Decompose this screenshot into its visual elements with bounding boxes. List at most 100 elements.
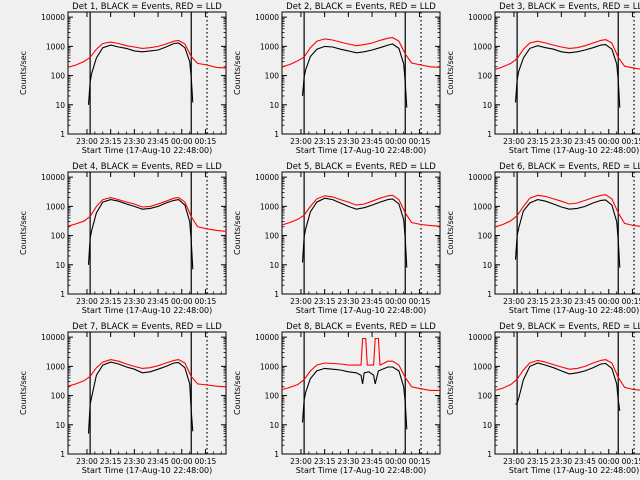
plot-frame	[67, 11, 227, 135]
y-tick-label: 10	[269, 101, 279, 110]
y-axis-label: Counts/sec	[233, 51, 242, 95]
y-tick-label: 1000	[46, 202, 65, 211]
x-axis-label: Start Time (17-Aug-10 22:48:00)	[509, 466, 640, 475]
x-tick-label: 23:30	[338, 137, 360, 146]
events-series-line	[301, 43, 408, 108]
y-tick-label: 10000	[41, 333, 65, 342]
detector-panel: Det 5, BLACK = Events, RED = LLD 1 10 100 10…	[233, 162, 441, 315]
plot-frame	[494, 331, 640, 455]
x-tick-label: 23:45	[361, 457, 383, 466]
y-tick-label: 1	[487, 290, 492, 299]
x-tick-label: 23:30	[124, 137, 146, 146]
y-axis-label: Counts/sec	[446, 211, 455, 255]
x-axis-label: Start Time (17-Aug-10 22:48:00)	[82, 146, 213, 155]
lld-series-line	[67, 359, 227, 388]
x-tick-label: 00:00	[171, 297, 193, 306]
chart-title: Det 9, BLACK = Events, RED = LLD	[499, 322, 640, 332]
y-tick-label: 10	[55, 101, 65, 110]
detector-panel: Det 2, BLACK = Events, RED = LLD 1 10 100 10…	[233, 2, 441, 155]
lld-series-line	[494, 359, 640, 391]
y-tick-label: 1000	[260, 202, 279, 211]
x-tick-label: 00:00	[171, 457, 193, 466]
y-tick-label: 1	[487, 130, 492, 139]
y-tick-label: 1	[487, 450, 492, 459]
x-tick-label: 00:15	[195, 297, 217, 306]
y-tick-label: 10000	[255, 333, 279, 342]
y-tick-label: 10	[269, 421, 279, 430]
x-tick-label: 23:15	[100, 457, 122, 466]
x-tick-label: 23:00	[76, 457, 98, 466]
x-tick-label: 23:15	[314, 457, 336, 466]
chart-title: Det 2, BLACK = Events, RED = LLD	[286, 2, 436, 12]
plot-frame	[281, 11, 441, 135]
chart-title: Det 4, BLACK = Events, RED = LLD	[72, 162, 222, 172]
lld-series-line	[281, 194, 441, 227]
x-tick-label: 23:00	[76, 137, 98, 146]
x-axis-label: Start Time (17-Aug-10 22:48:00)	[82, 306, 213, 315]
y-tick-label: 1000	[473, 362, 492, 371]
x-tick-label: 23:15	[314, 297, 336, 306]
detector-panel: Det 1, BLACK = Events, RED = LLD 1 10 100 10…	[19, 2, 227, 155]
x-axis-label: Start Time (17-Aug-10 22:48:00)	[509, 306, 640, 315]
y-axis-label: Counts/sec	[19, 211, 28, 255]
events-series-line	[515, 362, 621, 411]
plot-frame	[494, 11, 640, 135]
x-tick-label: 00:00	[385, 297, 407, 306]
x-tick-label: 00:00	[385, 137, 407, 146]
y-tick-label: 10000	[468, 13, 492, 22]
lld-series-line	[281, 37, 441, 68]
x-axis-label: Start Time (17-Aug-10 22:48:00)	[82, 466, 213, 475]
x-tick-label: 23:45	[361, 137, 383, 146]
x-tick-label: 23:15	[100, 137, 122, 146]
x-tick-label: 23:45	[574, 137, 596, 146]
y-tick-label: 100	[478, 232, 493, 241]
plot-frame	[494, 171, 640, 295]
x-tick-label: 23:15	[100, 297, 122, 306]
y-tick-label: 100	[51, 72, 66, 81]
x-tick-label: 00:15	[409, 137, 431, 146]
y-tick-label: 10	[482, 421, 492, 430]
x-tick-label: 23:15	[527, 137, 549, 146]
y-tick-label: 1000	[46, 362, 65, 371]
y-tick-label: 1000	[260, 362, 279, 371]
x-tick-label: 23:00	[503, 137, 525, 146]
detector-panel: Det 4, BLACK = Events, RED = LLD 1 10 100 10…	[19, 162, 227, 315]
y-tick-label: 10	[55, 421, 65, 430]
y-axis-label: Counts/sec	[446, 51, 455, 95]
events-series-line	[301, 366, 408, 430]
detector-panel: Det 8, BLACK = Events, RED = LLD 1 10 100 10…	[233, 322, 441, 475]
events-series-line	[87, 42, 194, 105]
y-tick-label: 1	[274, 450, 279, 459]
x-tick-label: 00:15	[409, 297, 431, 306]
x-tick-label: 23:00	[503, 297, 525, 306]
x-tick-label: 23:15	[527, 457, 549, 466]
lld-series-line	[494, 194, 640, 228]
y-tick-label: 100	[478, 392, 493, 401]
x-tick-label: 23:00	[290, 297, 312, 306]
x-tick-label: 23:45	[147, 297, 169, 306]
x-tick-label: 00:00	[171, 137, 193, 146]
y-tick-label: 10000	[255, 13, 279, 22]
lld-series-line	[281, 337, 440, 391]
x-tick-label: 00:15	[195, 137, 217, 146]
y-tick-label: 100	[478, 72, 493, 81]
x-tick-label: 23:45	[147, 457, 169, 466]
y-tick-label: 1	[274, 290, 279, 299]
events-series-line	[514, 199, 621, 268]
chart-title: Det 1, BLACK = Events, RED = LLD	[72, 2, 222, 12]
x-tick-label: 23:30	[124, 457, 146, 466]
x-tick-label: 00:00	[598, 457, 620, 466]
y-tick-label: 10000	[255, 173, 279, 182]
x-tick-label: 23:00	[76, 297, 98, 306]
x-axis-label: Start Time (17-Aug-10 22:48:00)	[509, 146, 640, 155]
events-series-line	[301, 197, 408, 268]
y-tick-label: 100	[51, 392, 66, 401]
x-tick-label: 23:00	[290, 137, 312, 146]
x-tick-label: 23:30	[551, 297, 573, 306]
y-tick-label: 1	[274, 130, 279, 139]
y-tick-label: 10	[482, 101, 492, 110]
chart-title: Det 7, BLACK = Events, RED = LLD	[72, 322, 222, 332]
y-axis-label: Counts/sec	[233, 211, 242, 255]
y-tick-label: 1000	[473, 202, 492, 211]
